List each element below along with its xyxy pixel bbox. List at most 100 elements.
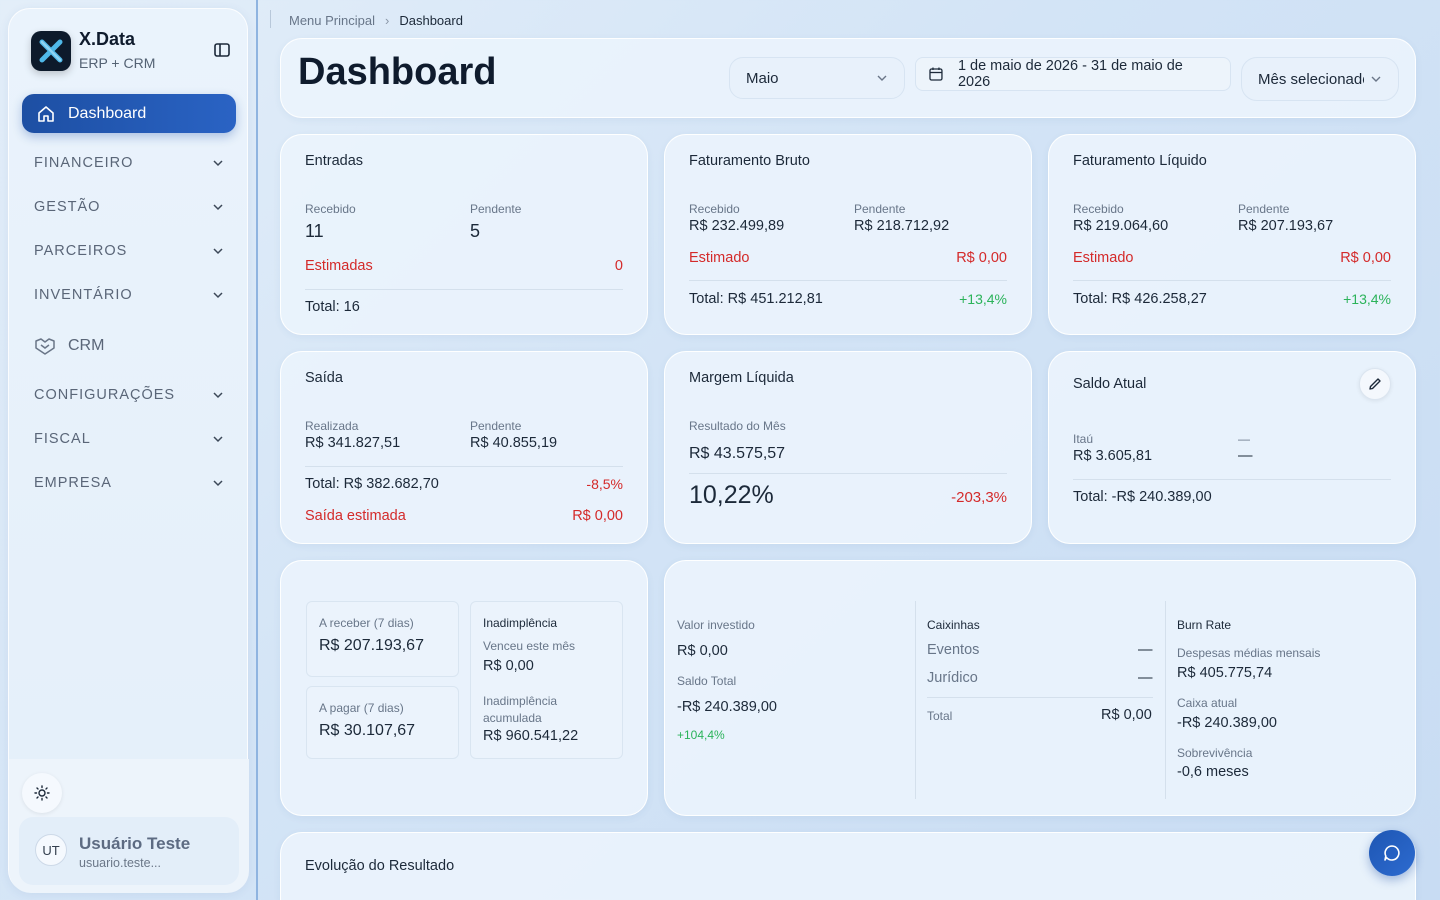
sidebar-item-gestao[interactable]: GESTÃO (34, 195, 224, 219)
value-valor-investido: R$ 0,00 (677, 643, 728, 659)
sidebar-item-parceiros[interactable]: PARCEIROS (34, 239, 224, 263)
sidebar-item-label: GESTÃO (34, 199, 101, 215)
page-header: Dashboard Maio 1 de maio de 2026 - 31 de… (280, 38, 1416, 118)
card-investimentos: Valor investido R$ 0,00 Saldo Total -R$ … (664, 560, 1416, 816)
divider (1073, 479, 1391, 480)
sidebar-item-label: Dashboard (68, 104, 147, 122)
label-resultado-mes: Resultado do Mês (689, 419, 786, 433)
avatar: UT (35, 834, 67, 866)
pencil-icon (1369, 378, 1381, 390)
date-range-picker[interactable]: 1 de maio de 2026 - 31 de maio de 2026 (915, 57, 1231, 91)
divider (689, 473, 1007, 474)
label-saldo-total: Saldo Total (677, 674, 737, 688)
value-estimado: R$ 0,00 (1340, 250, 1391, 266)
delta-percent: +13,4% (1343, 291, 1391, 307)
home-icon (38, 105, 54, 122)
total-saida: Total: R$ 382.682,70 (305, 476, 439, 492)
chevron-down-icon (213, 204, 223, 211)
breadcrumb-root[interactable]: Menu Principal (289, 13, 375, 28)
calendar-icon (929, 67, 943, 81)
caixinhas-title: Caixinhas (927, 618, 980, 632)
value-other-bank: — (1238, 448, 1253, 464)
label-other-bank: — (1238, 432, 1250, 446)
sidebar-item-empresa[interactable]: EMPRESA (34, 471, 224, 495)
value-resultado-mes: R$ 43.575,57 (689, 445, 786, 462)
divider (927, 697, 1153, 698)
user-card[interactable]: UT Usuário Teste usuario.teste... (19, 817, 239, 885)
total-saldo: Total: -R$ 240.389,00 (1073, 489, 1212, 505)
sidebar-item-label: EMPRESA (34, 475, 112, 491)
value-total-caixinhas: R$ 0,00 (1101, 707, 1152, 723)
sidebar-item-financeiro[interactable]: FINANCEIRO (34, 151, 224, 175)
value-estimadas: 0 (614, 258, 623, 274)
value-a-receber: R$ 207.193,67 (319, 637, 424, 654)
chevron-down-icon (877, 75, 887, 81)
value-a-pagar: R$ 30.107,67 (319, 722, 416, 739)
value-pendente: R$ 218.712,92 (854, 218, 950, 234)
edit-button[interactable] (1359, 368, 1391, 400)
sidebar-item-configuracoes[interactable]: CONFIGURAÇÕES (34, 383, 224, 407)
divider (1073, 280, 1391, 281)
label-inadimplencia-acumulada: Inadimplência acumulada (483, 694, 558, 725)
label-saida-estimada: Saída estimada (305, 508, 406, 524)
sidebar-item-fiscal[interactable]: FISCAL (34, 427, 224, 451)
brand-subtitle: ERP + CRM (79, 55, 156, 71)
label-a-pagar: A pagar (7 dias) (319, 701, 404, 715)
period-mode-select[interactable]: Mês selecionado (1241, 57, 1399, 101)
card-entradas: Entradas Recebido 11 Pendente 5 Estimada… (280, 134, 648, 335)
handshake-icon (35, 338, 55, 355)
delta-percent: -8,5% (586, 476, 623, 492)
divider (305, 466, 623, 467)
card-title: Evolução do Resultado (305, 858, 455, 874)
box-a-receber: A receber (7 dias) R$ 207.193,67 (306, 601, 459, 677)
user-email: usuario.teste... (79, 856, 161, 870)
value-juridico: — (1138, 670, 1153, 686)
sun-icon (34, 785, 50, 801)
label-pendente: Pendente (1238, 202, 1290, 216)
card-margem-liquida: Margem Líquida Resultado do Mês R$ 43.57… (664, 351, 1032, 544)
label-sobrevivencia: Sobrevivência (1177, 746, 1253, 760)
chevron-down-icon (1371, 76, 1381, 82)
breadcrumb: Menu Principal › Dashboard (289, 13, 463, 28)
chevron-down-icon (213, 392, 223, 399)
sidebar-item-label: INVENTÁRIO (34, 287, 133, 303)
value-venceu-mes: R$ 0,00 (483, 658, 534, 674)
value-realizada: R$ 341.827,51 (305, 435, 401, 451)
breadcrumb-divider (270, 10, 271, 28)
sidebar-item-label: CRM (68, 337, 105, 354)
card-title: Faturamento Líquido (1073, 153, 1207, 169)
total-faturamento-bruto: Total: R$ 451.212,81 (689, 291, 823, 307)
sidebar-item-label: PARCEIROS (34, 243, 128, 259)
value-saida-estimada: R$ 0,00 (572, 508, 623, 524)
sidebar-item-inventario[interactable]: INVENTÁRIO (34, 283, 224, 307)
label-pendente: Pendente (470, 202, 522, 216)
month-select[interactable]: Maio (729, 57, 905, 99)
month-select-value: Maio (746, 69, 779, 87)
sidebar-toggle-icon[interactable] (213, 41, 231, 59)
label-valor-investido: Valor investido (677, 618, 755, 632)
value-despesas-medias: R$ 405.775,74 (1177, 665, 1273, 681)
delta-percent: -203,3% (951, 489, 1007, 506)
chevron-down-icon (213, 480, 223, 487)
page-title: Dashboard (298, 51, 497, 93)
sidebar-item-crm[interactable]: CRM (34, 333, 104, 359)
sidebar-item-dashboard[interactable]: Dashboard (22, 94, 236, 133)
value-caixa-atual: -R$ 240.389,00 (1177, 715, 1277, 731)
sidebar-item-label: FINANCEIRO (34, 155, 134, 171)
brand-name: X.Data (79, 29, 136, 49)
divider (915, 601, 916, 799)
user-name: Usuário Teste (79, 834, 191, 853)
total-entradas: Total: 16 (305, 299, 360, 315)
label-pendente: Pendente (470, 419, 522, 433)
label-pendente: Pendente (854, 202, 906, 216)
chat-button[interactable] (1369, 830, 1415, 876)
brand[interactable]: X.Data ERP + CRM (23, 25, 233, 85)
date-range-value: 1 de maio de 2026 - 31 de maio de 2026 (957, 58, 1183, 90)
card-title: Margem Líquida (689, 370, 794, 386)
card-faturamento-liquido: Faturamento Líquido Recebido R$ 219.064,… (1048, 134, 1416, 335)
theme-toggle-button[interactable] (22, 773, 62, 813)
breadcrumb-current: Dashboard (399, 13, 463, 28)
chevron-down-icon (213, 436, 223, 443)
label-recebido: Recebido (305, 202, 356, 216)
chevron-down-icon (213, 292, 223, 299)
